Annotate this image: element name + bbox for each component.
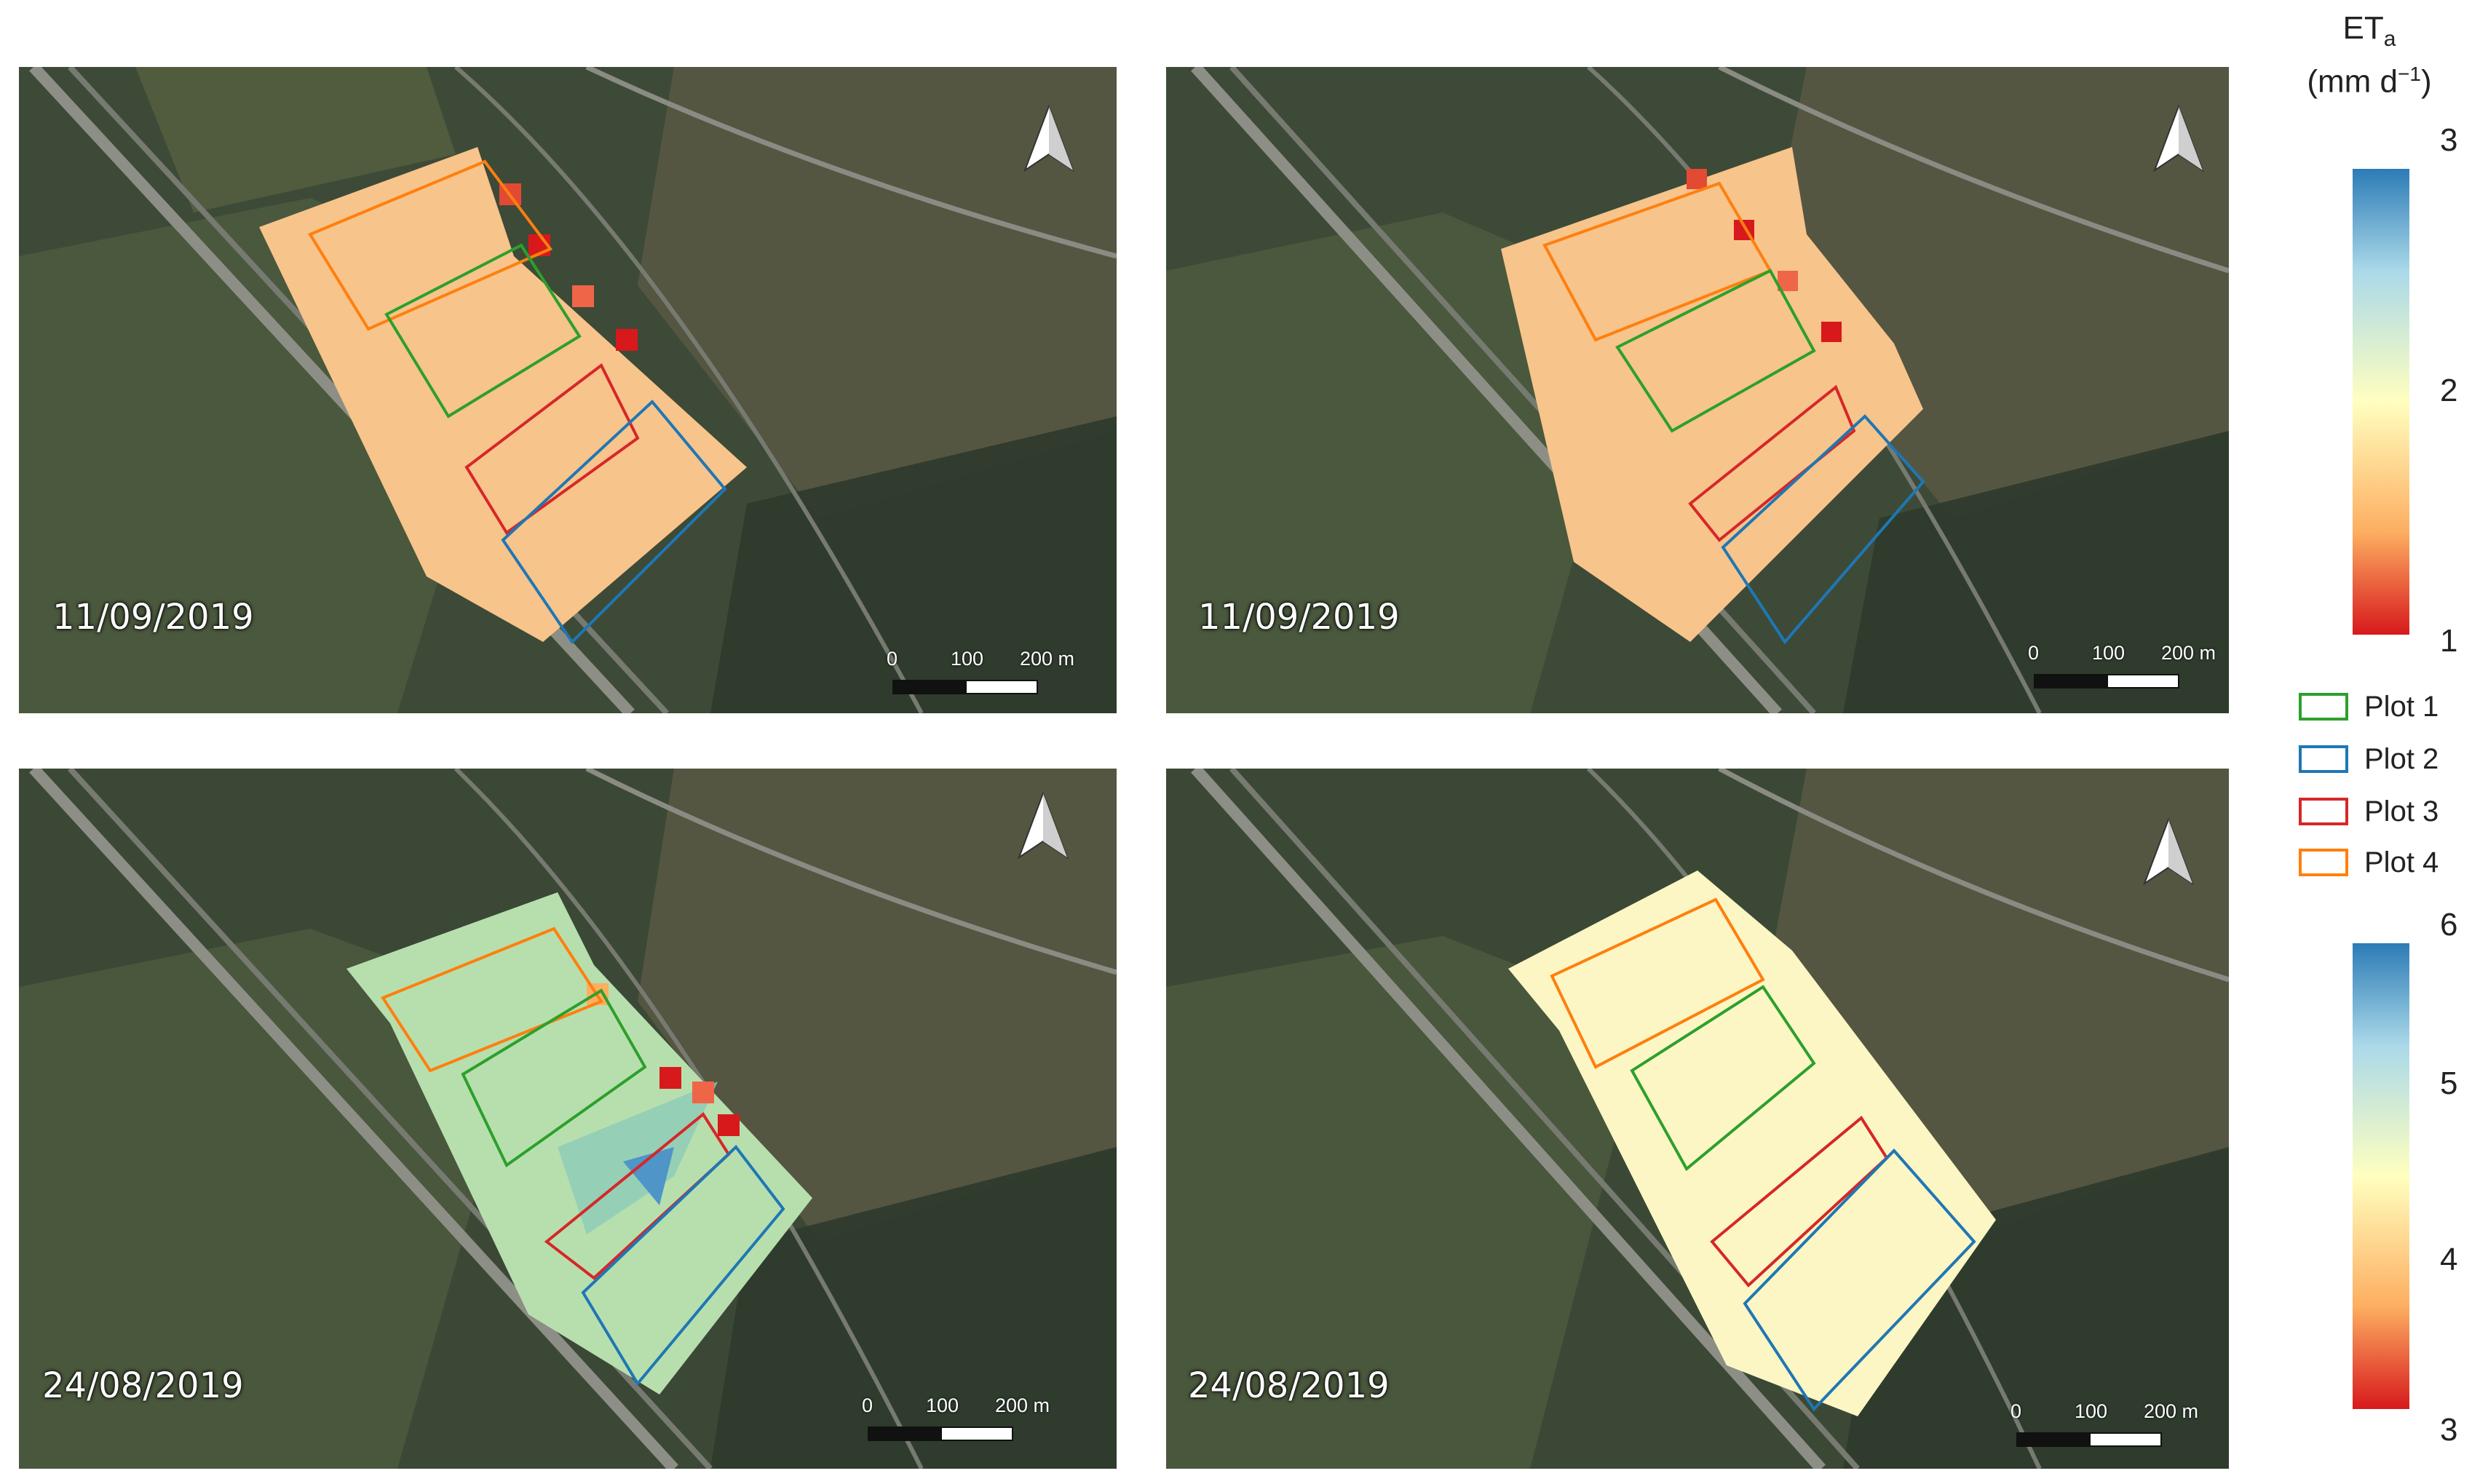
map-canvas — [19, 67, 1117, 713]
ramp-bottom-tick-4: 4 — [2440, 1242, 2458, 1277]
scale-bar-segment-black — [868, 1427, 940, 1441]
map-panel-top-left: 11/09/2019 0 100 200 m — [19, 67, 1117, 713]
legend-title-main: ET — [2342, 10, 2384, 46]
plot-3-label: Plot 3 — [2364, 795, 2439, 828]
scale-bar-segment-white — [965, 680, 1038, 694]
legend-item-plot-1: Plot 1 — [2299, 689, 2439, 725]
ramp-top-tick-mid: 2 — [2440, 373, 2458, 408]
scale-tick-0: 0 — [862, 1394, 873, 1416]
scale-tick-200: 200 m — [1020, 648, 1075, 670]
scale-bar-segment-black — [2016, 1432, 2089, 1447]
ramp-bottom-tick-3: 3 — [2440, 1412, 2458, 1448]
map-canvas — [1166, 67, 2229, 713]
ramp-top-tick-min: 1 — [2440, 623, 2458, 659]
scale-tick-200: 200 m — [2144, 1400, 2199, 1422]
plot-3-swatch — [2299, 798, 2348, 825]
map-panel-bottom-right: 24/08/2019 0 100 200 m — [1166, 769, 2229, 1469]
scale-tick-100: 100 — [926, 1394, 959, 1416]
plot-2-label: Plot 2 — [2364, 742, 2439, 775]
plot-2-swatch — [2299, 745, 2348, 773]
scale-bar-segment-white — [2089, 1432, 2162, 1447]
north-arrow-icon — [2153, 105, 2204, 172]
scale-bar: 0 100 200 m — [862, 1394, 1050, 1453]
scale-bar: 0 100 200 m — [2028, 642, 2216, 700]
scale-tick-0: 0 — [887, 648, 898, 670]
plot-1-swatch — [2299, 693, 2348, 721]
north-arrow-icon — [1018, 792, 1069, 859]
scale-bar-segment-black — [2034, 674, 2107, 689]
scale-bar: 0 100 200 m — [887, 648, 1074, 706]
color-ramp-bottom — [2353, 943, 2409, 1409]
ramp-top-tick-max: 3 — [2440, 122, 2458, 158]
panel-date-label: 11/09/2019 — [52, 597, 254, 638]
scale-tick-200: 200 m — [995, 1394, 1050, 1416]
legend-title: ETa — [2286, 10, 2453, 52]
legend-item-plot-4: Plot 4 — [2299, 844, 2439, 881]
legend-unit-open: (mm d — [2307, 63, 2398, 100]
legend-unit-superscript: −1 — [2398, 63, 2421, 85]
ramp-bottom-tick-6: 6 — [2440, 907, 2458, 943]
legend-title-subscript: a — [2383, 26, 2396, 51]
scale-tick-0: 0 — [2028, 642, 2040, 664]
map-canvas — [19, 769, 1117, 1469]
scale-tick-100: 100 — [951, 648, 984, 670]
scale-bar-segment-white — [2107, 674, 2179, 689]
legend-item-plot-2: Plot 2 — [2299, 741, 2439, 777]
color-ramp-top — [2353, 169, 2409, 635]
legend-item-plot-3: Plot 3 — [2299, 793, 2439, 830]
plot-4-swatch — [2299, 849, 2348, 876]
plot-1-label: Plot 1 — [2364, 690, 2439, 723]
map-canvas — [1166, 769, 2229, 1469]
legend-unit: (mm d−1) — [2271, 63, 2468, 100]
scale-tick-0: 0 — [2010, 1400, 2022, 1422]
panel-date-label: 24/08/2019 — [42, 1365, 244, 1406]
north-arrow-icon — [2143, 818, 2194, 885]
panel-date-label: 24/08/2019 — [1188, 1365, 1390, 1406]
ramp-bottom-tick-5: 5 — [2440, 1066, 2458, 1101]
scale-bar-segment-black — [892, 680, 965, 694]
scale-tick-100: 100 — [2075, 1400, 2108, 1422]
scale-bar: 0 100 200 m — [2010, 1400, 2198, 1459]
scale-tick-100: 100 — [2092, 642, 2126, 664]
scale-bar-segment-white — [940, 1427, 1013, 1441]
map-panel-top-right: 11/09/2019 0 100 200 m — [1166, 67, 2229, 713]
north-arrow-icon — [1023, 105, 1074, 172]
map-panel-bottom-left: 24/08/2019 0 100 200 m — [19, 769, 1117, 1469]
panel-date-label: 11/09/2019 — [1198, 597, 1400, 638]
legend-unit-close: ) — [2420, 63, 2432, 100]
plot-4-label: Plot 4 — [2364, 846, 2439, 878]
scale-tick-200: 200 m — [2161, 642, 2216, 664]
